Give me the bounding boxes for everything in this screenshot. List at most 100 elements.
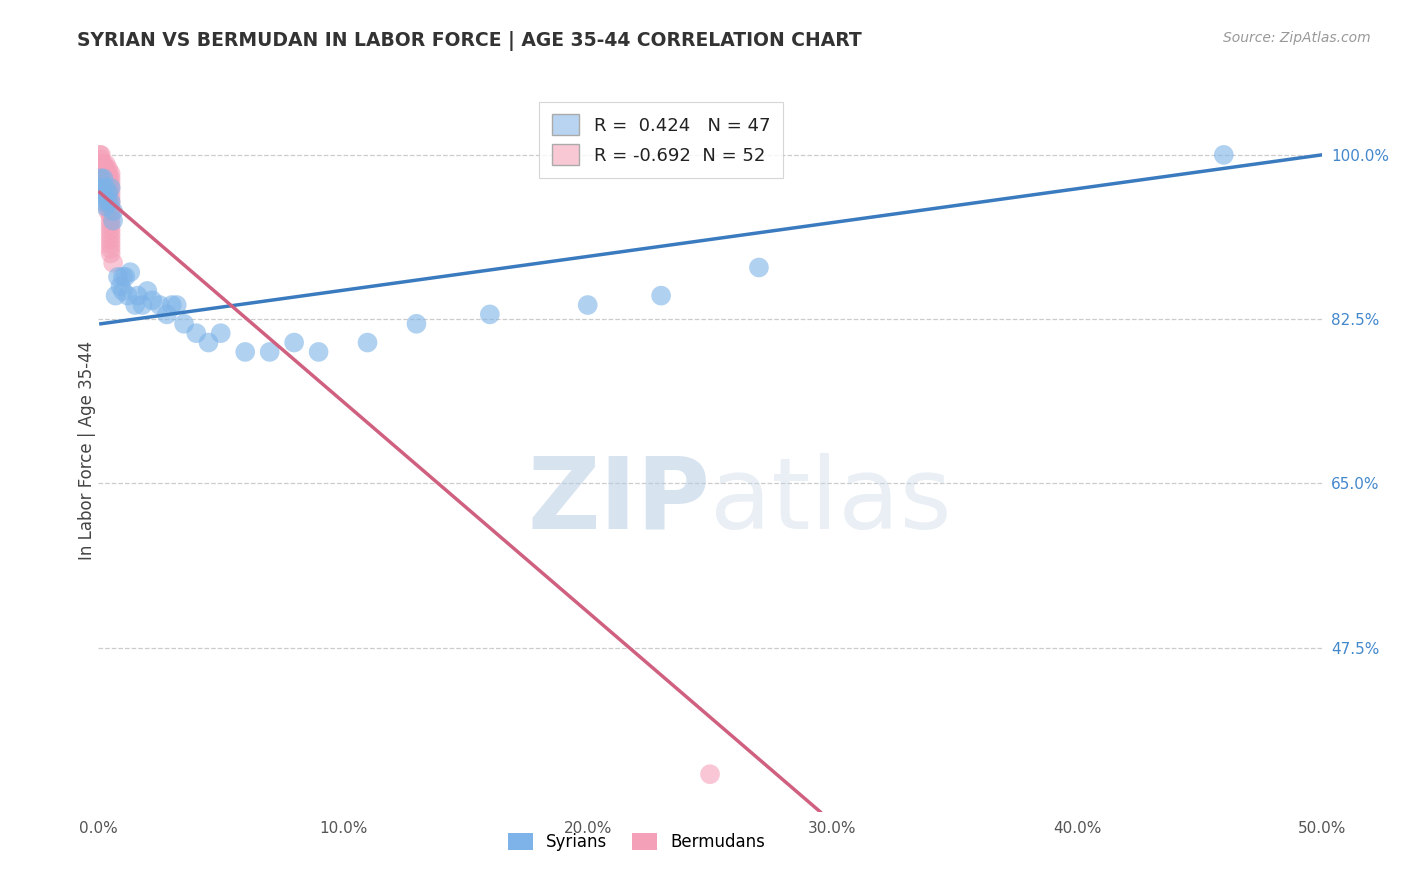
Point: [100, 204, 122, 219]
Point: [94, 176, 117, 190]
Point: [100, 194, 122, 209]
Point: [141, 293, 163, 308]
Point: [136, 284, 159, 298]
Point: [97, 186, 120, 200]
Point: [97, 186, 120, 200]
Point: [97, 161, 120, 176]
Text: SYRIAN VS BERMUDAN IN LABOR FORCE | AGE 35-44 CORRELATION CHART: SYRIAN VS BERMUDAN IN LABOR FORCE | AGE …: [77, 31, 862, 51]
Point: [94, 167, 117, 181]
Point: [104, 288, 127, 302]
Point: [90, 180, 112, 194]
Point: [173, 317, 195, 331]
Point: [97, 180, 120, 194]
Point: [233, 345, 256, 359]
Point: [100, 223, 122, 237]
Point: [100, 242, 122, 256]
Point: [97, 167, 120, 181]
Point: [91, 171, 114, 186]
Point: [91, 157, 114, 171]
Point: [94, 186, 117, 200]
Point: [94, 157, 117, 171]
Point: [127, 288, 149, 302]
Point: [100, 194, 122, 209]
Point: [100, 186, 122, 200]
Point: [97, 194, 120, 209]
Point: [114, 269, 136, 284]
Point: [100, 180, 122, 194]
Point: [100, 190, 122, 204]
Point: [405, 317, 427, 331]
Point: [94, 190, 117, 204]
Point: [100, 237, 122, 252]
Point: [91, 194, 114, 209]
Point: [131, 298, 153, 312]
Point: [100, 209, 122, 223]
Point: [650, 288, 672, 302]
Point: [91, 176, 114, 190]
Point: [209, 326, 232, 341]
Point: [101, 204, 124, 219]
Point: [124, 298, 146, 312]
Point: [100, 227, 122, 242]
Point: [283, 335, 305, 350]
Point: [107, 269, 129, 284]
Point: [197, 335, 219, 350]
Point: [117, 288, 139, 302]
Point: [111, 284, 134, 298]
Point: [90, 167, 112, 181]
Point: [91, 171, 114, 186]
Point: [91, 161, 114, 176]
Point: [576, 298, 599, 312]
Point: [100, 167, 122, 181]
Point: [90, 157, 112, 171]
Point: [100, 246, 122, 260]
Point: [97, 194, 120, 209]
Point: [100, 219, 122, 233]
Point: [91, 161, 114, 176]
Point: [100, 213, 122, 227]
Point: [94, 180, 117, 194]
Point: [748, 260, 770, 275]
Point: [90, 161, 112, 176]
Legend: Syrians, Bermudans: Syrians, Bermudans: [501, 826, 772, 857]
Point: [90, 153, 112, 167]
Point: [91, 186, 114, 200]
Point: [166, 298, 188, 312]
Point: [120, 265, 142, 279]
Y-axis label: In Labor Force | Age 35-44: In Labor Force | Age 35-44: [79, 341, 96, 560]
Point: [100, 232, 122, 246]
Point: [91, 167, 114, 181]
Point: [160, 298, 183, 312]
Point: [90, 186, 112, 200]
Point: [1212, 148, 1234, 162]
Text: Source: ZipAtlas.com: Source: ZipAtlas.com: [1223, 31, 1371, 45]
Point: [308, 345, 330, 359]
Point: [94, 171, 117, 186]
Point: [101, 256, 124, 270]
Point: [97, 171, 120, 186]
Point: [97, 176, 120, 190]
Point: [94, 199, 117, 213]
Point: [100, 176, 122, 190]
Point: [91, 180, 114, 194]
Point: [90, 171, 112, 186]
Text: ZIP: ZIP: [527, 452, 710, 549]
Point: [259, 345, 281, 359]
Point: [156, 307, 179, 321]
Point: [186, 326, 208, 341]
Point: [149, 298, 172, 312]
Point: [111, 269, 134, 284]
Point: [89, 157, 111, 171]
Point: [100, 199, 122, 213]
Point: [699, 767, 721, 781]
Point: [97, 204, 120, 219]
Point: [90, 148, 112, 162]
Point: [97, 199, 120, 213]
Point: [100, 171, 122, 186]
Point: [89, 148, 111, 162]
Point: [91, 157, 114, 171]
Point: [100, 180, 122, 194]
Point: [110, 279, 132, 293]
Point: [101, 213, 124, 227]
Point: [478, 307, 501, 321]
